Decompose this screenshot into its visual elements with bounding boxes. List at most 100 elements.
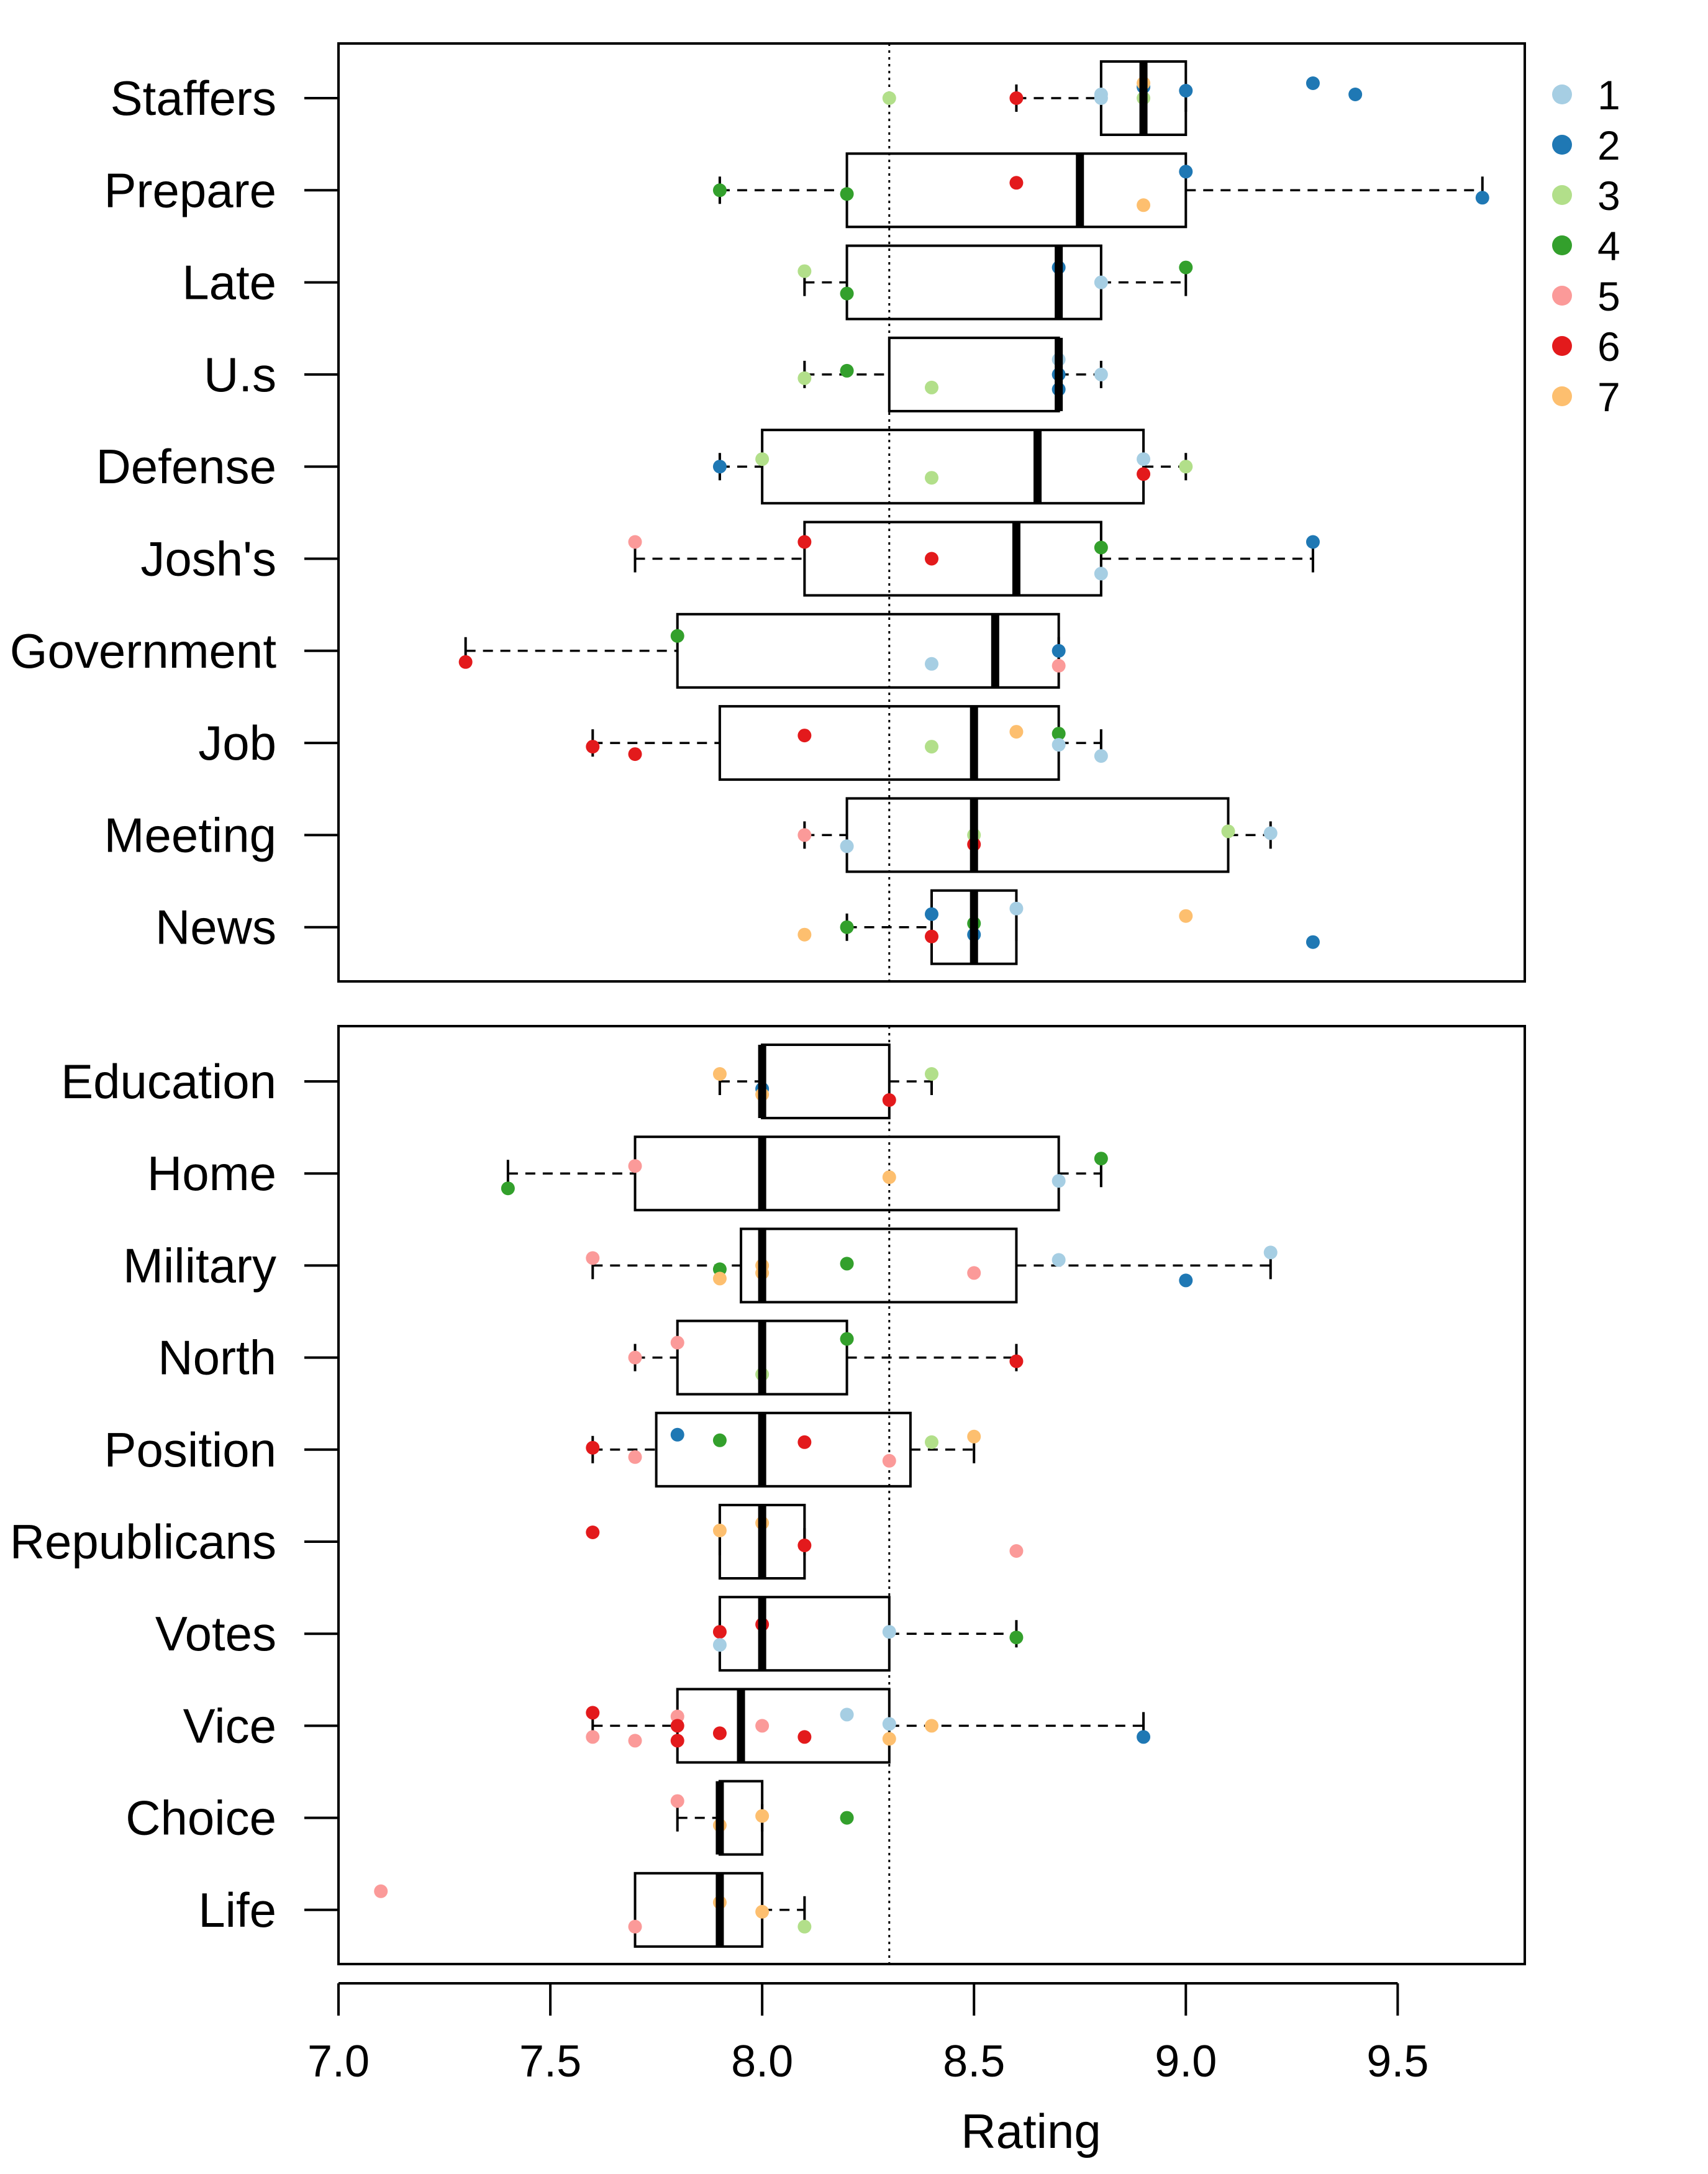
data-point-choice-3 bbox=[840, 1811, 854, 1825]
category-label-home: Home bbox=[147, 1146, 276, 1201]
data-point-prepare-2 bbox=[1009, 176, 1024, 190]
data-point-staffers-8 bbox=[1306, 76, 1320, 90]
data-point-job-2 bbox=[797, 729, 812, 743]
box-education bbox=[761, 1044, 891, 1119]
legend-label-3: 3 bbox=[1597, 173, 1620, 219]
data-point-votes-0 bbox=[712, 1625, 727, 1639]
box-meeting bbox=[845, 797, 1230, 873]
category-label-government: Government bbox=[10, 624, 277, 678]
category-job: Job bbox=[198, 705, 1108, 781]
data-point-defense-4 bbox=[1137, 467, 1151, 481]
data-point-life-0 bbox=[374, 1884, 388, 1898]
data-point-vice-5 bbox=[670, 1734, 684, 1748]
category-label-prepare: Prepare bbox=[104, 163, 277, 217]
data-point-vice-10 bbox=[882, 1717, 896, 1731]
data-point-meeting-0 bbox=[797, 828, 812, 842]
box-josh-s bbox=[803, 521, 1102, 597]
data-point-education-0 bbox=[712, 1067, 727, 1081]
category-label-choice: Choice bbox=[125, 1791, 276, 1845]
legend-swatch-2 bbox=[1552, 135, 1572, 155]
data-point-job-6 bbox=[1052, 738, 1066, 752]
data-point-military-6 bbox=[967, 1266, 981, 1280]
x-tick-label: 7.5 bbox=[519, 2037, 581, 2086]
data-point-vice-11 bbox=[882, 1732, 896, 1746]
data-point-military-7 bbox=[1052, 1253, 1066, 1267]
data-point-defense-0 bbox=[712, 460, 727, 474]
data-point-government-3 bbox=[1052, 644, 1066, 658]
data-point-vice-2 bbox=[628, 1734, 642, 1748]
data-point-vice-9 bbox=[840, 1708, 854, 1722]
category-label-late: Late bbox=[182, 255, 276, 310]
data-point-vice-6 bbox=[712, 1726, 727, 1740]
category-label-votes: Votes bbox=[155, 1606, 276, 1661]
category-military: Military bbox=[123, 1227, 1278, 1304]
category-label-military: Military bbox=[123, 1238, 276, 1293]
x-tick-label: 8.5 bbox=[943, 2037, 1005, 2086]
category-meeting: Meeting bbox=[104, 797, 1278, 873]
data-point-government-0 bbox=[458, 655, 473, 669]
category-label-staffers: Staffers bbox=[111, 71, 276, 125]
category-label-vice: Vice bbox=[183, 1698, 276, 1753]
data-point-military-0 bbox=[586, 1251, 600, 1265]
category-label-job: Job bbox=[198, 716, 276, 770]
data-point-josh-s-2 bbox=[925, 552, 938, 566]
data-point-position-2 bbox=[670, 1427, 684, 1442]
data-point-u-s-1 bbox=[840, 363, 854, 378]
data-point-vice-8 bbox=[797, 1730, 812, 1744]
data-point-prepare-3 bbox=[1137, 198, 1151, 212]
data-point-government-1 bbox=[670, 629, 684, 643]
data-point-staffers-7 bbox=[1179, 84, 1193, 98]
data-point-job-5 bbox=[1052, 727, 1066, 741]
x-tick-label: 7.0 bbox=[307, 2037, 370, 2086]
data-point-votes-3 bbox=[882, 1625, 896, 1639]
legend-label-1: 1 bbox=[1597, 72, 1620, 118]
data-point-north-4 bbox=[1009, 1354, 1024, 1368]
data-point-votes-4 bbox=[1009, 1630, 1024, 1645]
category-label-defense: Defense bbox=[96, 439, 276, 494]
data-point-position-4 bbox=[797, 1435, 812, 1449]
data-point-u-s-0 bbox=[797, 371, 812, 385]
legend-swatch-4 bbox=[1552, 235, 1572, 255]
category-josh-s: Josh's bbox=[140, 521, 1320, 597]
category-label-meeting: Meeting bbox=[104, 807, 277, 862]
data-point-prepare-0 bbox=[712, 183, 727, 198]
legend-swatch-1 bbox=[1552, 84, 1572, 104]
data-point-staffers-1 bbox=[1009, 91, 1024, 105]
data-point-military-9 bbox=[1263, 1245, 1278, 1260]
category-government: Government bbox=[10, 612, 1066, 689]
data-point-position-0 bbox=[586, 1440, 600, 1455]
data-point-position-1 bbox=[628, 1450, 642, 1464]
data-point-vice-1 bbox=[586, 1730, 600, 1744]
data-point-government-2 bbox=[925, 657, 938, 671]
data-point-staffers-9 bbox=[1348, 88, 1363, 101]
data-point-meeting-1 bbox=[840, 839, 854, 853]
data-point-josh-s-1 bbox=[797, 535, 812, 549]
legend-label-2: 2 bbox=[1597, 122, 1620, 168]
category-late: Late bbox=[182, 244, 1193, 321]
category-label-position: Position bbox=[104, 1422, 277, 1477]
box-votes bbox=[718, 1596, 891, 1672]
legend-label-4: 4 bbox=[1597, 223, 1620, 269]
x-tick-label: 8.0 bbox=[731, 2037, 793, 2086]
box-home bbox=[634, 1135, 1060, 1212]
box-position bbox=[655, 1411, 912, 1488]
data-point-vice-4 bbox=[670, 1719, 684, 1733]
data-point-life-3 bbox=[755, 1904, 770, 1919]
category-education: Education bbox=[61, 1044, 938, 1119]
category-prepare: Prepare bbox=[104, 152, 1489, 229]
data-point-staffers-3 bbox=[1094, 91, 1108, 105]
data-point-josh-s-3 bbox=[1094, 540, 1108, 555]
data-point-late-1 bbox=[840, 286, 854, 301]
data-point-military-5 bbox=[840, 1257, 854, 1271]
data-point-republicans-3 bbox=[797, 1539, 812, 1552]
category-votes: Votes bbox=[155, 1596, 1024, 1672]
data-point-life-4 bbox=[797, 1919, 812, 1934]
category-u-s: U.s bbox=[204, 336, 1108, 412]
legend-label-6: 6 bbox=[1597, 324, 1620, 370]
data-point-news-8 bbox=[1306, 935, 1320, 949]
x-tick-label: 9.0 bbox=[1155, 2037, 1217, 2086]
data-point-choice-0 bbox=[670, 1794, 684, 1808]
data-point-job-4 bbox=[1009, 725, 1024, 739]
data-point-position-6 bbox=[925, 1435, 938, 1449]
data-point-news-7 bbox=[1179, 909, 1193, 923]
